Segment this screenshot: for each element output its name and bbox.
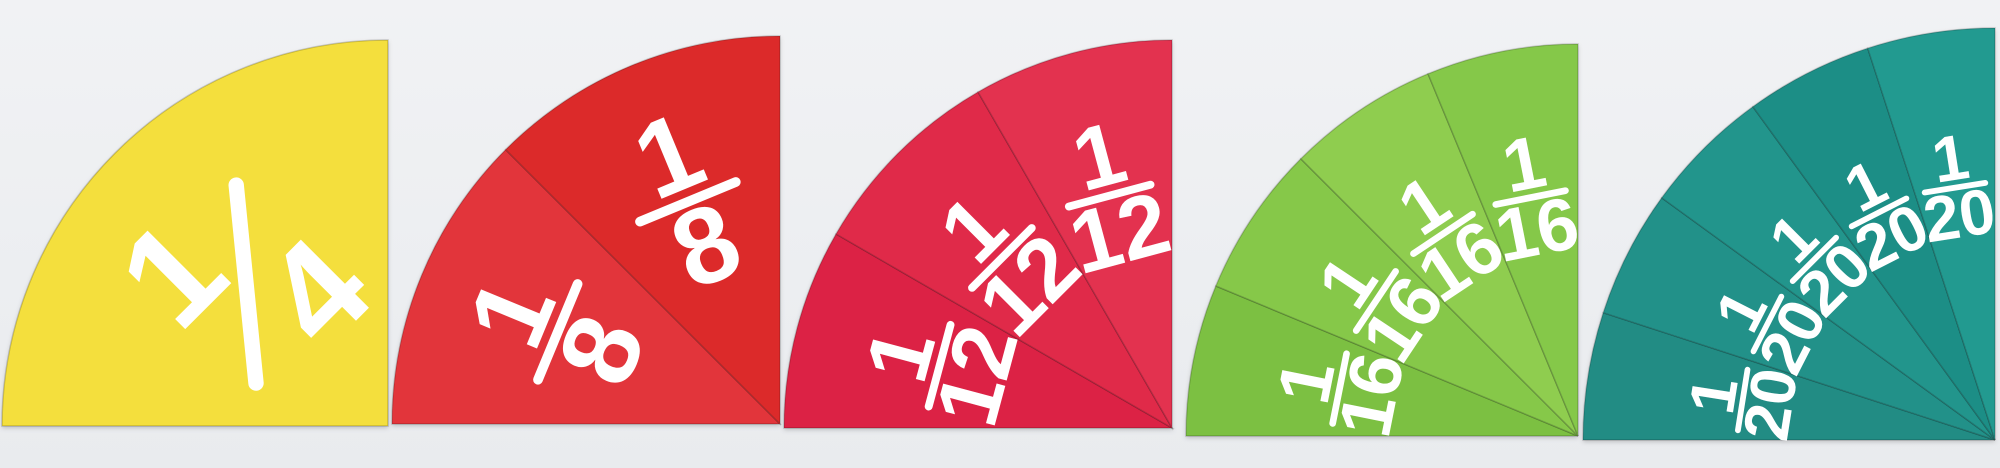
fraction-piece[interactable]: 120 [1866,27,2000,441]
fraction-piece-shape [976,39,1173,431]
fraction-piece-shape [391,148,782,425]
fraction-bar [1410,210,1476,257]
fraction-piece-shape [1299,72,1579,437]
fraction-bar [1735,366,1751,434]
fraction-piece[interactable]: 18 [391,148,782,425]
fraction-bar [1789,234,1840,285]
fraction-piece[interactable]: 14 [1,39,400,438]
fraction-bar [1492,187,1569,208]
fraction-piece[interactable]: 18 [504,35,781,426]
quarter-1-over-4: 14 [1,39,400,438]
fraction-piece[interactable]: 112 [834,90,1175,431]
fraction-piece[interactable]: 112 [976,39,1180,431]
fraction-bar [1352,268,1399,334]
fraction-piece-shape [1185,285,1579,437]
fraction-label: 112 [1059,102,1179,293]
fraction-bar [924,320,955,411]
fraction-piece-shape [783,232,1175,429]
fraction-piece[interactable]: 120 [1582,311,1996,446]
fraction-bar [1329,350,1350,427]
fraction-label: 120 [1675,364,1811,446]
fraction-label: 120 [1919,120,2000,256]
fraction-piece-shape [1427,43,1579,437]
fraction-bar [968,224,1036,292]
fraction-piece-shape [1866,27,1996,441]
fraction-denominator: 16 [1488,181,1585,278]
fraction-denominator: 20 [1729,364,1811,446]
fraction-piece[interactable]: 116 [1427,43,1585,437]
fraction-piece-shape [1214,157,1579,437]
fraction-piece[interactable]: 112 [783,232,1175,436]
fraction-bar [1921,180,1989,196]
fraction-denominator: 20 [1919,174,2000,256]
fraction-label: 116 [1488,119,1585,278]
fraction-bar [533,279,583,385]
fraction-piece-shape [504,35,781,426]
fraction-piece[interactable]: 116 [1185,285,1579,443]
fraction-bar [1848,195,1910,230]
fraction-bar [635,177,741,227]
fraction-bar [228,177,264,391]
fraction-bar [1064,180,1155,211]
fraction-bar [1750,293,1785,355]
fraction-piece-shape [1,39,389,427]
fraction-piece[interactable]: 116 [1214,157,1579,437]
